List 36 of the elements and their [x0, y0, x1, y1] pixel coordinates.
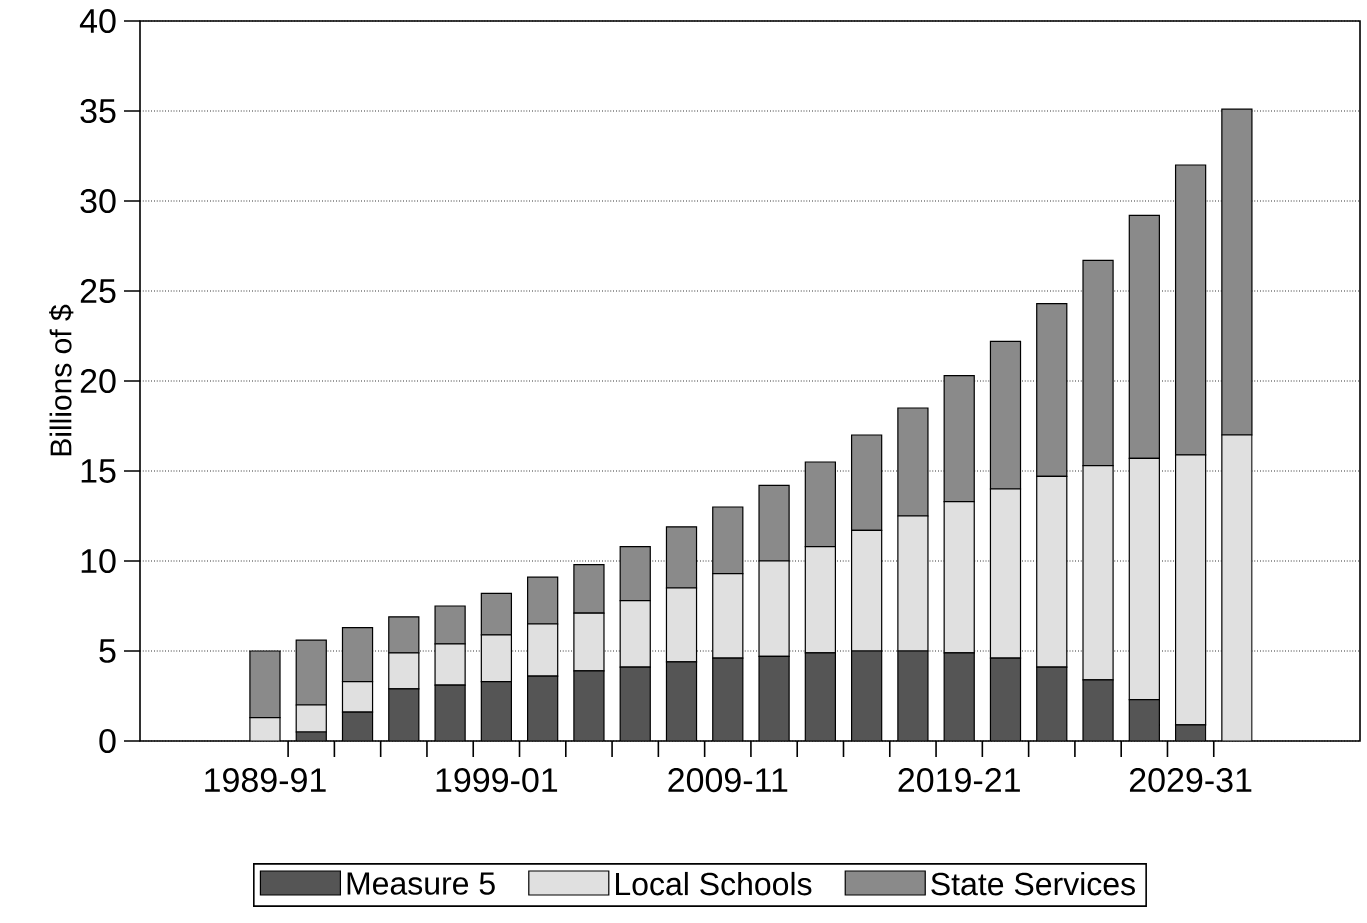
bar	[712, 658, 743, 741]
y-tick-label: 25	[80, 278, 116, 304]
bar	[435, 685, 466, 741]
bar	[342, 712, 373, 741]
x-tick-label: 1989-91	[205, 768, 326, 793]
y-tick-label: 40	[79, 8, 116, 34]
bar	[759, 656, 790, 741]
bar	[620, 667, 651, 741]
bar	[805, 652, 836, 741]
bar	[573, 670, 604, 741]
bar	[1036, 667, 1067, 741]
bar	[851, 651, 882, 741]
x-tick-label: 2029-31	[1129, 768, 1252, 793]
x-tick-label: 1999-01	[436, 768, 558, 793]
bar	[666, 661, 697, 741]
x-tick-label: 2019-21	[898, 768, 1020, 793]
legend-label: State Services	[931, 871, 1135, 896]
bar	[1083, 679, 1114, 741]
bar	[897, 651, 928, 741]
y-tick-label: 10	[81, 548, 116, 574]
bar	[388, 688, 419, 741]
bar	[527, 676, 558, 741]
bar	[1129, 699, 1160, 741]
legend-label: Measure 5	[347, 872, 495, 895]
y-tick-label: 30	[80, 188, 116, 214]
y-tick-label: 0	[99, 728, 116, 754]
bar	[990, 658, 1021, 741]
y-tick-label: 35	[80, 98, 116, 124]
y-axis-title: Billions of $	[49, 304, 74, 456]
x-tick-label: 2009-11	[668, 768, 788, 793]
bar	[944, 652, 975, 741]
y-tick-label: 5	[99, 639, 116, 663]
legend-label: Local Schools	[616, 871, 812, 896]
y-tick-label: 20	[80, 368, 116, 394]
bar	[481, 681, 512, 741]
y-tick-label: 15	[81, 459, 116, 483]
